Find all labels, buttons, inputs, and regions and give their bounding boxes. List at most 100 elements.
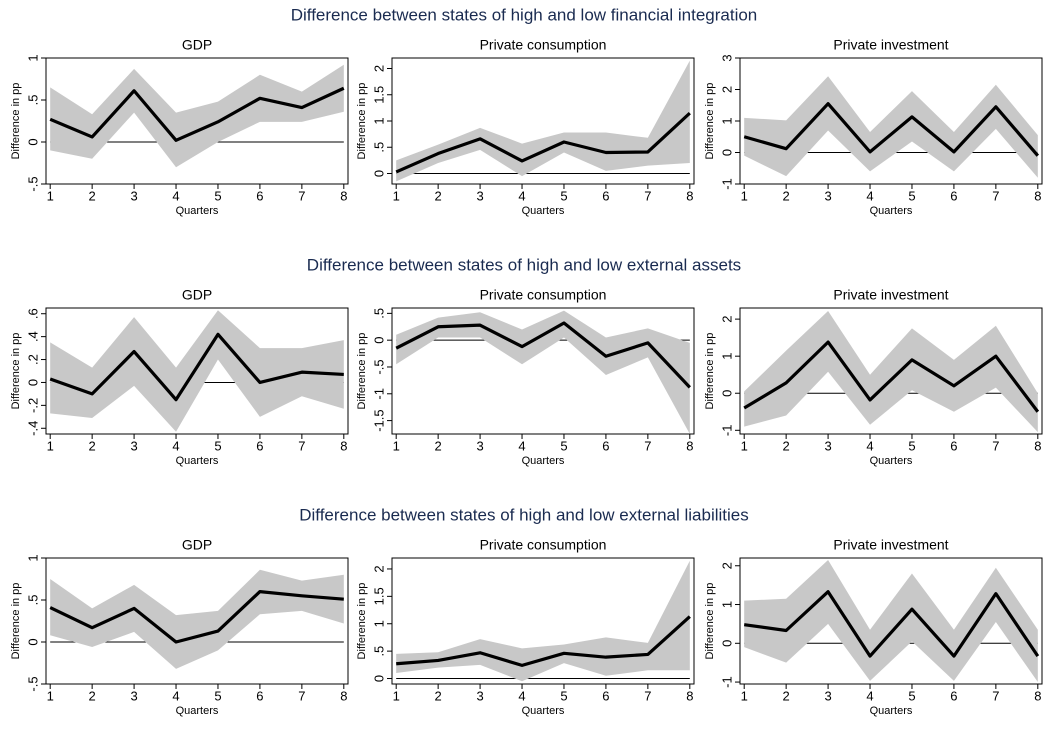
x-axis-label: Quarters [870, 705, 913, 717]
y-tick-label: -.5 [25, 676, 40, 691]
x-tick-label: 3 [824, 438, 831, 453]
x-tick-label: 1 [47, 438, 54, 453]
confidence-band [50, 569, 344, 669]
y-tick-label: 1 [371, 117, 386, 124]
x-tick-label: 7 [298, 438, 305, 453]
row-title: Difference between states of high and lo… [291, 5, 758, 24]
y-tick-label: 0 [719, 640, 734, 647]
x-tick-label: 7 [992, 438, 999, 453]
line [49, 590, 344, 644]
y-axis-label: Difference in pp [704, 83, 716, 160]
y-axis-label: Difference in pp [356, 83, 368, 160]
y-tick-label: 0 [25, 638, 40, 645]
x-axis-label: Quarters [870, 205, 913, 217]
y-tick-label: -.5 [25, 176, 40, 191]
y-tick-label: 1 [25, 54, 40, 61]
y-tick-label: 0 [25, 138, 40, 145]
x-tick-label: 7 [644, 188, 651, 203]
y-axis-label: Difference in pp [10, 333, 22, 410]
row-title: Difference between states of high and lo… [307, 255, 741, 274]
x-axis-label: Quarters [176, 455, 219, 467]
x-tick-label: 3 [476, 438, 483, 453]
x-tick-label: 8 [1034, 688, 1041, 703]
y-tick-label: 2 [719, 86, 734, 93]
x-tick-label: 7 [992, 688, 999, 703]
x-tick-label: 7 [992, 188, 999, 203]
x-axis-label: Quarters [176, 705, 219, 717]
x-tick-label: 8 [1034, 438, 1041, 453]
y-tick-label: 1 [719, 601, 734, 608]
x-tick-label: 2 [783, 688, 790, 703]
line [743, 340, 1040, 413]
plot-frame [739, 307, 1043, 435]
y-tick-label: .4 [25, 331, 40, 342]
x-axis-label: Quarters [522, 205, 565, 217]
x-tick-label: 1 [47, 188, 54, 203]
y-axis-label: Difference in pp [356, 333, 368, 410]
y-axis-label: Difference in pp [704, 333, 716, 410]
x-tick-label: 6 [256, 688, 263, 703]
x-tick-label: 6 [256, 188, 263, 203]
y-axis-label: Difference in pp [356, 583, 368, 660]
line [395, 321, 691, 389]
x-tick-label: 5 [560, 688, 567, 703]
y-tick-label: 2 [371, 565, 386, 572]
x-tick-label: 1 [741, 438, 748, 453]
x-tick-label: 7 [644, 688, 651, 703]
confidence-band [744, 76, 1038, 178]
x-tick-label: 2 [89, 438, 96, 453]
confidence-band [396, 60, 690, 182]
y-tick-label: 2 [371, 65, 386, 72]
y-axis-label: Difference in pp [704, 583, 716, 660]
x-tick-label: 3 [130, 688, 137, 703]
x-tick-label: 2 [435, 688, 442, 703]
x-tick-label: 8 [686, 188, 693, 203]
x-axis-label: Quarters [176, 205, 219, 217]
x-tick-label: 8 [340, 688, 347, 703]
x-axis-label: Quarters [522, 455, 565, 467]
x-tick-label: 3 [824, 188, 831, 203]
x-tick-label: 8 [686, 438, 693, 453]
confidence-band [396, 310, 690, 434]
y-tick-label: 2 [719, 316, 734, 323]
x-tick-label: 4 [866, 438, 873, 453]
plot-frame [45, 307, 349, 435]
x-tick-label: 4 [172, 688, 179, 703]
x-tick-label: 6 [602, 688, 609, 703]
x-tick-label: 4 [518, 438, 525, 453]
x-tick-label: 5 [908, 188, 915, 203]
x-tick-label: 4 [518, 688, 525, 703]
x-tick-label: 5 [908, 438, 915, 453]
y-tick-label: -1.5 [371, 409, 386, 431]
x-tick-label: 5 [214, 688, 221, 703]
confidence-band [744, 310, 1038, 433]
line [395, 111, 691, 174]
x-axis-label: Quarters [870, 455, 913, 467]
x-tick-label: 3 [130, 438, 137, 453]
y-tick-label: .5 [371, 308, 386, 319]
line [396, 615, 691, 667]
x-tick-label: 6 [950, 188, 957, 203]
y-tick-label: -.2 [25, 398, 40, 413]
confidence-band [744, 559, 1038, 683]
x-axis-label: Quarters [522, 705, 565, 717]
plot-frame [391, 557, 695, 685]
x-tick-label: 3 [824, 688, 831, 703]
y-tick-label: 1 [719, 117, 734, 124]
x-tick-label: 8 [686, 688, 693, 703]
y-tick-label: .5 [25, 595, 40, 606]
x-tick-label: 3 [476, 188, 483, 203]
x-tick-label: 6 [950, 438, 957, 453]
y-tick-label: -1 [719, 676, 734, 688]
panel-title: Private investment [833, 37, 948, 53]
confidence-band [50, 64, 344, 168]
y-tick-label: -.4 [25, 421, 40, 436]
x-tick-label: 7 [298, 688, 305, 703]
line [49, 86, 345, 142]
panel-title: GDP [182, 537, 212, 553]
x-tick-label: 6 [950, 688, 957, 703]
plot-frame [739, 557, 1043, 685]
x-tick-label: 2 [435, 438, 442, 453]
y-tick-label: .5 [25, 95, 40, 106]
confidence-band [50, 310, 344, 432]
